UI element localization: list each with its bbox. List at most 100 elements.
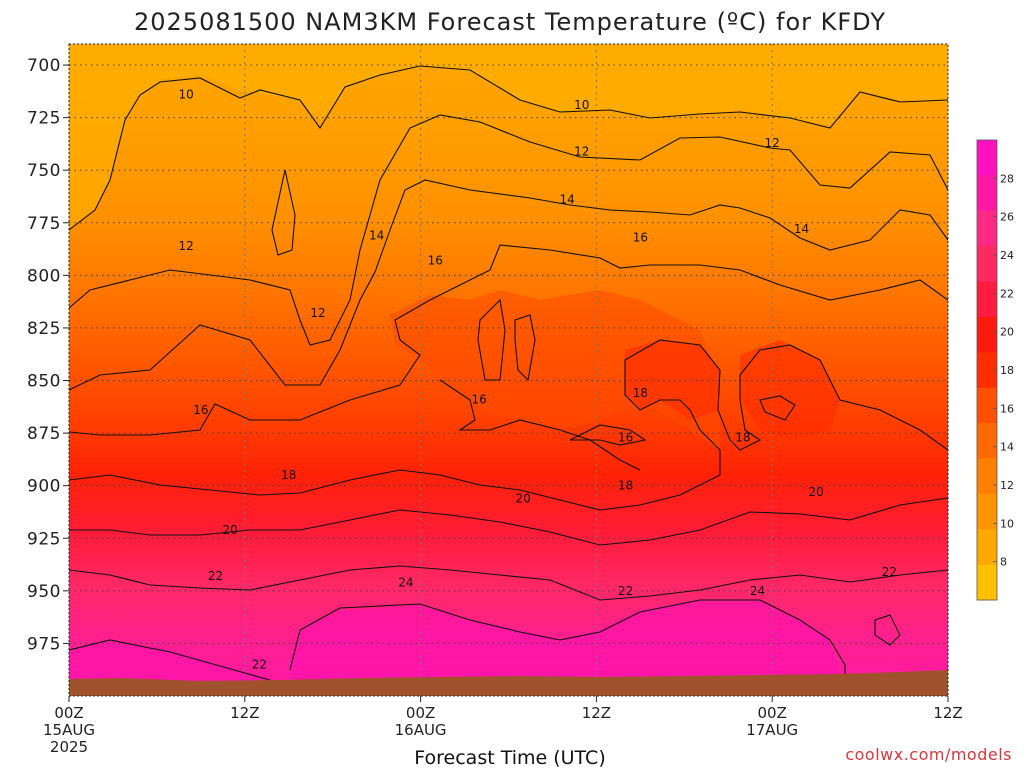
horizontal-gridlines (69, 64, 948, 644)
contour-label: 22 (882, 565, 897, 579)
hot-core-shading (290, 600, 840, 680)
contour-label: 14 (559, 193, 574, 207)
colorbar-tick-label: 28 (1000, 172, 1014, 185)
colorbar-segment (977, 175, 997, 212)
colorbar-tick-label: 10 (1000, 517, 1014, 530)
x-tick-label: 12Z (230, 704, 259, 722)
contour-label: 22 (618, 584, 633, 598)
y-tick-label: 950 (27, 582, 61, 602)
contour-label: 20 (809, 485, 824, 499)
contour-label-text: 18 (735, 430, 750, 444)
contour-line-16 (69, 244, 948, 436)
x-tick-line: 00Z (758, 704, 787, 722)
warm-pocket-shading (390, 290, 720, 450)
contour-line-16-b (439, 379, 641, 471)
colorbar: 8 10 12 14 16 18 20 22 24 26 28 (976, 139, 1014, 601)
colorbar-tick-label: 24 (1000, 249, 1014, 262)
colorbar-segment (977, 564, 997, 601)
x-tick-label: 12Z (582, 704, 611, 722)
colorbar-tick-label: 20 (1000, 326, 1014, 339)
x-tick-line: 00Z (54, 704, 83, 722)
colorbar-tick-label: 18 (1000, 364, 1014, 377)
contour-label-text: 10 (574, 98, 589, 112)
colorbar-segment (977, 210, 997, 247)
contour-label: 16 (193, 403, 208, 417)
y-tick-label: 775 (27, 214, 61, 234)
contour-label-text: 12 (765, 136, 780, 150)
colorbar-tick-label: 22 (1000, 287, 1014, 300)
contour-label-text: 10 (179, 87, 194, 101)
contour-label: 18 (735, 430, 750, 444)
warm-pocket-shading (740, 340, 840, 440)
contour-label: 24 (398, 575, 413, 589)
warm-pocket-shading (625, 340, 720, 420)
contour-label: 12 (310, 306, 325, 320)
contour-label-text: 24 (750, 584, 765, 598)
contour-line-24 (289, 599, 846, 680)
x-tick-label: 00Z 16AUG (395, 704, 447, 739)
contour-label: 24 (750, 584, 765, 598)
x-tick-line: 12Z (582, 704, 611, 722)
contour-line-22 (69, 565, 948, 601)
y-tick-label: 850 (27, 372, 61, 392)
contour-label: 12 (765, 136, 780, 150)
plot-frame (68, 43, 949, 697)
vertical-gridlines (244, 44, 773, 696)
contour-label: 18 (618, 479, 633, 493)
contour-label-text: 24 (398, 575, 413, 589)
contour-label: 10 (574, 98, 589, 112)
contour-label-text: 12 (574, 144, 589, 158)
colorbar-tick-label: 8 (1000, 556, 1007, 569)
contour-label-text: 16 (633, 230, 648, 244)
y-tick-label: 725 (27, 109, 61, 129)
contour-label: 20 (516, 491, 531, 505)
contour-label: 20 (223, 523, 238, 537)
contour-label-text: 16 (472, 392, 487, 406)
y-tick-label: 900 (27, 477, 61, 497)
y-tick-label: 925 (27, 529, 61, 549)
x-axis-label: Forecast Time (UTC) (414, 747, 605, 768)
contour-line-10 (69, 65, 948, 231)
contour-label-text: 18 (618, 479, 633, 493)
contour-label: 14 (369, 228, 384, 242)
x-tick-line: 12Z (230, 704, 259, 722)
contour-label: 12 (574, 144, 589, 158)
contour-label-text: 14 (559, 193, 574, 207)
contour-label: 12 (179, 239, 194, 253)
contour-label: 18 (633, 386, 648, 400)
contour-line-12-d (271, 169, 296, 256)
colorbar-segment (977, 140, 997, 176)
x-tick-label: 00Z 17AUG (746, 704, 798, 739)
colorbar-segment (977, 387, 997, 424)
contour-label: 14 (794, 222, 809, 236)
colorbar-segment (977, 316, 997, 353)
credit-text: coolwx.com/models (845, 745, 1012, 764)
x-tick-line: 2025 (50, 738, 88, 756)
contour-line-18-e (514, 314, 536, 382)
terrain-fill (69, 670, 948, 696)
contour-label-text: 20 (809, 485, 824, 499)
x-tick-line: 12Z (933, 704, 962, 722)
colorbar-tick-label: 14 (1000, 441, 1014, 454)
y-tick-label: 750 (27, 161, 61, 181)
colorbar-segment (977, 281, 997, 318)
contour-label: 22 (208, 569, 223, 583)
contour-line-20 (69, 497, 948, 546)
contour-label: 10 (179, 87, 194, 101)
contour-label-text: 14 (369, 228, 384, 242)
contour-label: 16 (428, 254, 443, 268)
hot-core-shading (70, 640, 270, 682)
y-tick-label: 975 (27, 634, 61, 654)
contour-label-text: 18 (281, 468, 296, 482)
contour-line-22-b (69, 639, 271, 681)
y-tick-label: 875 (27, 424, 61, 444)
contour-label-text: 12 (179, 239, 194, 253)
contour-label-text: 18 (633, 386, 648, 400)
contour-label: 22 (252, 657, 267, 671)
contour-label-text: 22 (208, 569, 223, 583)
contour-lines (69, 65, 948, 681)
x-tick-line: 17AUG (746, 721, 798, 739)
contour-label-text: 14 (794, 222, 809, 236)
x-tick-line: 15AUG (43, 721, 95, 739)
contour-label-text: 22 (882, 565, 897, 579)
